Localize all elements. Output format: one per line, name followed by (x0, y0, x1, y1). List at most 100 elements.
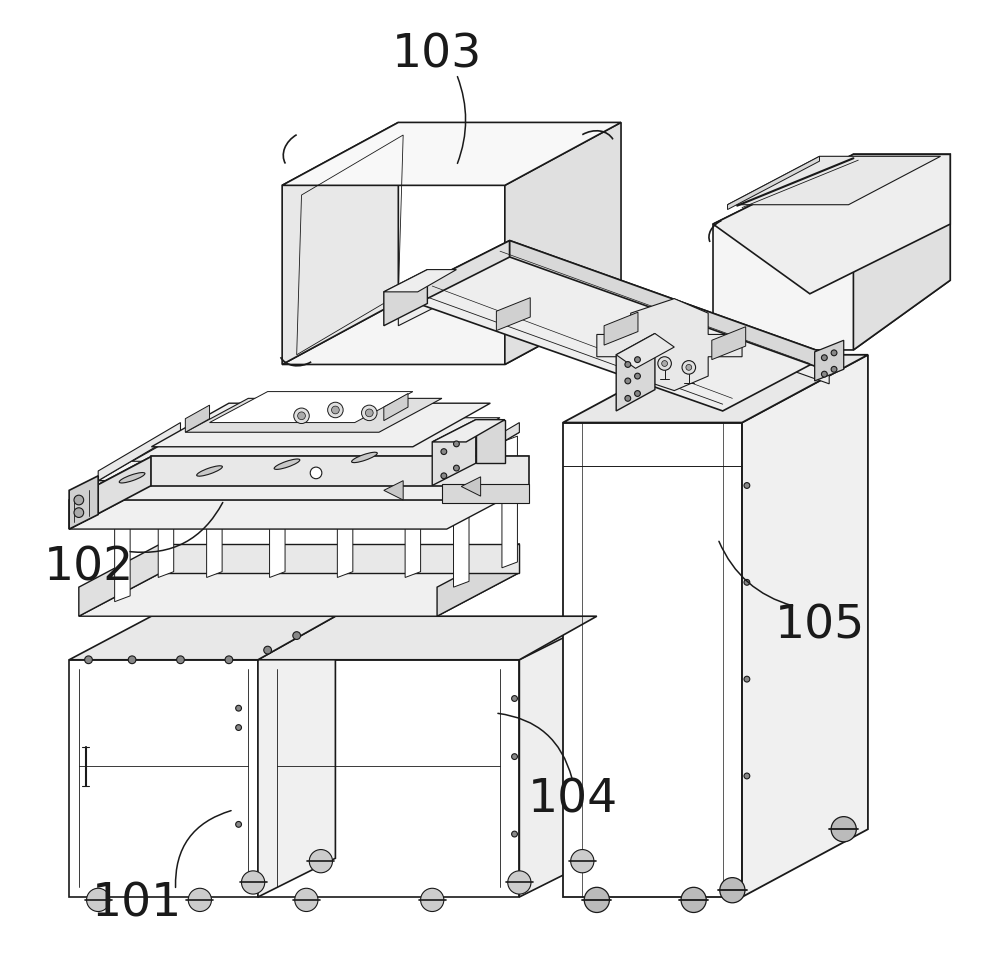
Circle shape (87, 888, 110, 912)
Polygon shape (461, 477, 481, 496)
Circle shape (821, 371, 827, 377)
Polygon shape (437, 422, 519, 481)
Circle shape (635, 356, 640, 362)
Circle shape (177, 655, 184, 663)
Circle shape (658, 356, 671, 370)
Ellipse shape (352, 452, 377, 462)
Polygon shape (713, 154, 950, 294)
Circle shape (441, 449, 447, 454)
Polygon shape (69, 476, 98, 529)
Polygon shape (210, 391, 413, 422)
Circle shape (831, 350, 837, 355)
Circle shape (720, 878, 745, 903)
Circle shape (744, 676, 750, 682)
Polygon shape (384, 270, 427, 325)
Text: 101: 101 (92, 882, 182, 926)
Circle shape (236, 821, 241, 827)
Polygon shape (384, 270, 456, 292)
Polygon shape (69, 617, 335, 659)
Circle shape (635, 373, 640, 379)
Circle shape (744, 773, 750, 779)
Polygon shape (454, 455, 469, 587)
Polygon shape (151, 456, 529, 486)
Polygon shape (158, 446, 174, 578)
Polygon shape (270, 446, 285, 578)
Polygon shape (69, 486, 529, 529)
Circle shape (74, 508, 84, 518)
Text: 102: 102 (43, 546, 134, 590)
Circle shape (686, 364, 692, 370)
Polygon shape (728, 156, 941, 205)
Polygon shape (442, 484, 529, 503)
Polygon shape (616, 333, 655, 411)
Polygon shape (207, 446, 222, 578)
Ellipse shape (119, 473, 145, 483)
Circle shape (662, 360, 668, 366)
Polygon shape (616, 333, 674, 368)
Polygon shape (282, 122, 621, 185)
Polygon shape (69, 659, 258, 897)
Polygon shape (510, 241, 829, 371)
Polygon shape (258, 617, 597, 659)
Circle shape (310, 467, 322, 479)
Circle shape (188, 888, 211, 912)
Circle shape (236, 724, 241, 730)
Polygon shape (185, 398, 442, 432)
Polygon shape (69, 456, 529, 500)
Text: 103: 103 (392, 32, 482, 77)
Polygon shape (853, 154, 950, 350)
Text: 105: 105 (774, 603, 865, 649)
Polygon shape (79, 544, 161, 617)
Circle shape (128, 655, 136, 663)
Polygon shape (432, 419, 476, 486)
Polygon shape (597, 299, 742, 390)
Polygon shape (398, 241, 829, 411)
Polygon shape (398, 257, 829, 384)
Polygon shape (432, 419, 505, 442)
Polygon shape (115, 470, 130, 602)
Polygon shape (132, 418, 500, 461)
Polygon shape (398, 241, 510, 314)
Polygon shape (519, 621, 597, 897)
Circle shape (625, 378, 631, 384)
Polygon shape (712, 326, 746, 359)
Polygon shape (496, 298, 530, 330)
Circle shape (625, 395, 631, 401)
Circle shape (512, 753, 517, 759)
Circle shape (85, 655, 92, 663)
Circle shape (454, 441, 459, 447)
Circle shape (298, 412, 305, 419)
Polygon shape (258, 659, 519, 897)
Polygon shape (405, 446, 421, 578)
Polygon shape (563, 422, 742, 897)
Circle shape (74, 495, 84, 505)
Circle shape (454, 465, 459, 471)
Circle shape (309, 850, 332, 873)
Circle shape (625, 361, 631, 367)
Circle shape (332, 406, 339, 414)
Circle shape (744, 580, 750, 586)
Polygon shape (151, 403, 490, 447)
Circle shape (744, 483, 750, 488)
Circle shape (236, 705, 241, 711)
Circle shape (831, 366, 837, 372)
Circle shape (584, 887, 609, 913)
Circle shape (508, 871, 531, 894)
Circle shape (441, 473, 447, 479)
Circle shape (571, 850, 594, 873)
Polygon shape (742, 354, 868, 897)
Circle shape (512, 831, 517, 837)
Circle shape (295, 888, 318, 912)
Polygon shape (258, 621, 335, 897)
Text: 104: 104 (527, 778, 618, 822)
Ellipse shape (274, 459, 300, 469)
Circle shape (241, 871, 265, 894)
Circle shape (821, 354, 827, 360)
Polygon shape (185, 405, 210, 432)
Polygon shape (815, 340, 844, 381)
Circle shape (362, 405, 377, 420)
Polygon shape (337, 446, 353, 578)
Circle shape (293, 632, 301, 640)
Circle shape (421, 888, 444, 912)
Polygon shape (437, 544, 519, 617)
